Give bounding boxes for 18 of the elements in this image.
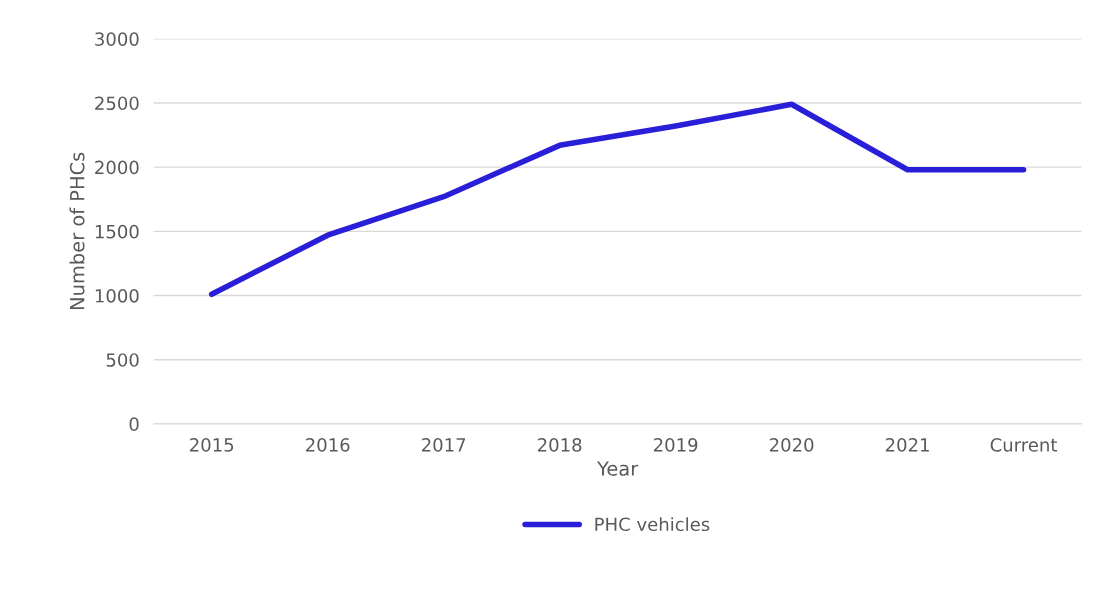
x-tick-label: 2018	[537, 438, 582, 452]
y-tick-label: 1500	[95, 224, 139, 239]
y-tick-label: 500	[106, 353, 139, 367]
y-tick-label: 1000	[95, 288, 139, 303]
x-tick-label: Current	[990, 438, 1058, 452]
y-tick-label: 2500	[95, 96, 139, 111]
x-axis-title: Year	[597, 461, 639, 476]
legend-label: PHC vehicles	[595, 517, 710, 532]
x-tick-label: 2019	[653, 438, 698, 452]
x-tick-label: 2016	[306, 438, 350, 452]
y-tick-label: 3000	[95, 32, 139, 46]
x-tick-label: 2021	[885, 438, 929, 452]
x-tick-label: 2017	[422, 438, 466, 452]
x-tick-label: 2020	[769, 438, 814, 452]
y-axis-title: Number of PHCs	[69, 152, 85, 310]
x-tick-label: 2015	[190, 438, 234, 452]
y-tick-label: 2000	[95, 160, 139, 175]
y-tick-label: 0	[129, 417, 139, 431]
